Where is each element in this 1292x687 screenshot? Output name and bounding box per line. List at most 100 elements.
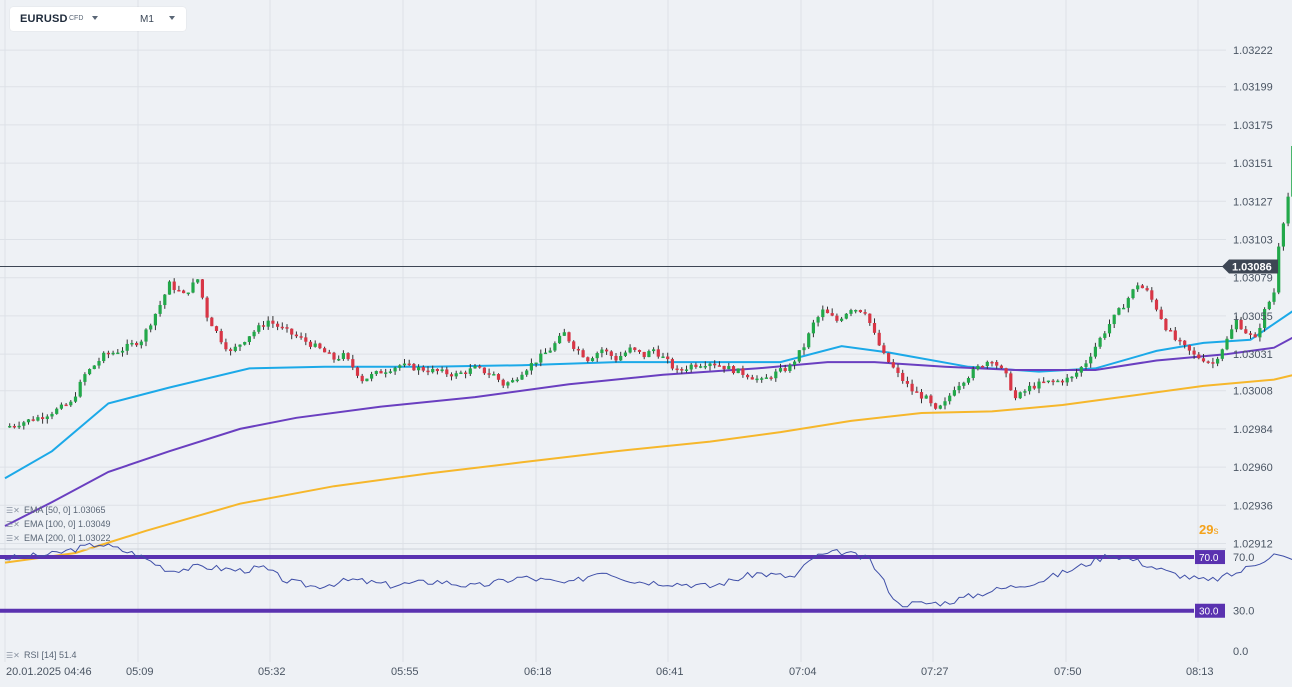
candle-body — [515, 379, 519, 382]
candle-body — [1084, 363, 1088, 367]
candle-body — [1263, 309, 1267, 328]
price-tick-label: 1.02912 — [1233, 539, 1273, 551]
candle-body — [55, 408, 59, 414]
candle-body — [431, 368, 435, 373]
candle-body — [647, 351, 651, 358]
candle-body — [1098, 337, 1102, 347]
settings-close-icon[interactable]: ☰✕ — [6, 520, 20, 529]
candle-body — [882, 345, 886, 354]
candle-body — [332, 352, 336, 360]
rsi-level-value: 30.0 — [1199, 607, 1219, 618]
candle-body — [412, 363, 416, 371]
candle-body — [285, 327, 289, 329]
candle-body — [1060, 380, 1065, 383]
candle-body — [741, 368, 745, 375]
candle-body — [1150, 290, 1154, 300]
candle-body — [8, 425, 12, 428]
candle-body — [511, 380, 515, 383]
timeframe-label[interactable]: M1 — [140, 14, 154, 25]
candle-body — [31, 419, 35, 421]
candle-body — [750, 377, 754, 380]
candle-body — [652, 349, 656, 352]
price-tick-label: 1.02960 — [1233, 462, 1273, 474]
candle-body — [149, 325, 153, 330]
candle-body — [341, 353, 345, 359]
candle-body — [1230, 329, 1234, 339]
candle-body — [529, 363, 533, 371]
rsi-level-tag — [1195, 603, 1225, 618]
symbol-selector[interactable]: EURUSD CFD M1 — [10, 7, 186, 31]
candle-body — [365, 378, 369, 382]
candle-body — [1093, 346, 1097, 357]
candle-body — [388, 371, 392, 373]
ema-legend-3[interactable]: ☰✕ EMA [200, 0] 1.03022 — [6, 533, 111, 543]
ema-lines — [4, 310, 1292, 564]
candle-body — [797, 350, 801, 362]
candle-body — [558, 335, 562, 344]
current-price-tag — [1222, 259, 1278, 274]
candle-body — [50, 413, 54, 417]
candle-body — [473, 366, 477, 369]
candle-body — [496, 374, 501, 380]
candle-body — [102, 352, 106, 362]
ema-legend-1[interactable]: ☰✕ EMA [50, 0] 1.03065 — [6, 505, 106, 515]
candle-body — [26, 419, 31, 423]
time-tick-label: 05:32 — [258, 666, 286, 678]
candle-body — [694, 364, 698, 368]
candle-body — [962, 382, 966, 386]
candle-body — [821, 309, 825, 318]
candle-body — [1239, 319, 1243, 330]
time-tick-label: 07:50 — [1054, 666, 1082, 678]
candle-body — [106, 352, 110, 355]
timeframe-dropdown-icon[interactable] — [169, 16, 175, 20]
candle-body — [172, 281, 176, 290]
candle-body — [1023, 391, 1027, 393]
rsi-legend[interactable]: ☰✕ RSI [14] 51.4 — [6, 650, 77, 660]
candle-body — [1272, 292, 1276, 302]
price-tick-label: 1.03055 — [1233, 311, 1273, 323]
ema-line — [4, 374, 1292, 564]
candle-body — [1253, 334, 1257, 338]
price-tick-label: 1.03175 — [1233, 120, 1273, 132]
candle-body — [600, 349, 604, 354]
time-tick-label: 06:41 — [656, 666, 684, 678]
candle-body — [703, 366, 707, 368]
candle-body — [854, 310, 858, 312]
candle-body — [440, 369, 444, 372]
candle-body — [755, 378, 759, 381]
symbol-name[interactable]: EURUSD — [20, 13, 68, 25]
candle-body — [435, 368, 439, 372]
candle-body — [849, 310, 853, 314]
ema-legend-2[interactable]: ☰✕ EMA [100, 0] 1.03049 — [6, 519, 111, 529]
candle-body — [229, 349, 233, 351]
candle-body — [1126, 298, 1130, 308]
candle-body — [478, 366, 482, 368]
candle-body — [976, 365, 980, 370]
candle-body — [863, 312, 867, 314]
candle-countdown: 29s — [1199, 522, 1219, 537]
settings-close-icon[interactable]: ☰✕ — [6, 506, 20, 515]
candle-body — [36, 417, 40, 421]
settings-close-icon[interactable]: ☰✕ — [6, 534, 20, 543]
candle-body — [731, 366, 736, 374]
candle-body — [355, 367, 360, 376]
candle-body — [45, 416, 49, 420]
candle-body — [722, 365, 726, 370]
settings-close-icon[interactable]: ☰✕ — [6, 651, 20, 660]
candle-body — [158, 305, 162, 314]
candle-body — [713, 363, 717, 366]
candle-body — [12, 425, 16, 428]
candle-body — [553, 343, 557, 351]
candle-body — [1140, 285, 1144, 289]
candle-body — [1065, 377, 1069, 383]
candle-body — [562, 332, 566, 336]
candle-body — [379, 371, 383, 374]
candle-body — [999, 365, 1003, 369]
candle-body — [915, 391, 919, 393]
candle-body — [1201, 358, 1206, 362]
candle-body — [1197, 354, 1201, 359]
candle-body — [1277, 246, 1281, 293]
candle-body — [243, 342, 247, 345]
symbol-dropdown-icon[interactable] — [92, 16, 98, 20]
